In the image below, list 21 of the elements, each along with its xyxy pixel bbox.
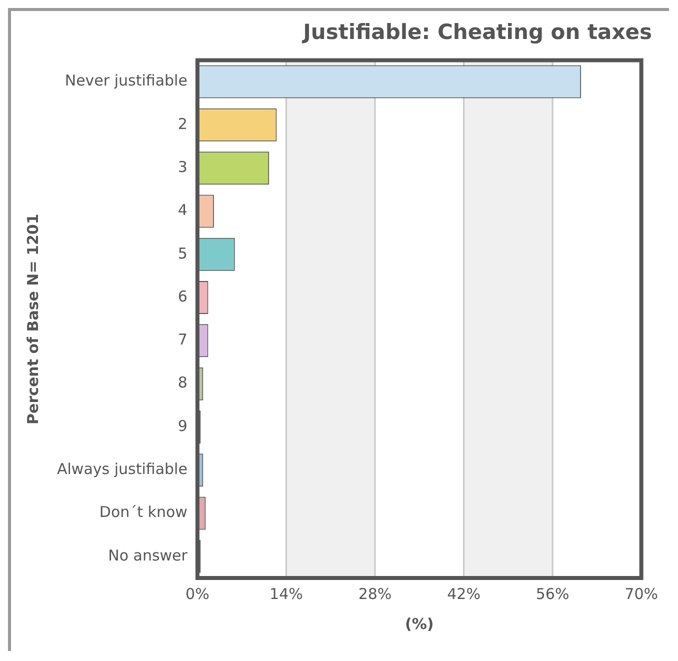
- x-tick-label: 14%: [270, 584, 303, 603]
- y-tick-label: 2: [178, 114, 188, 133]
- x-axis-title: (%): [405, 614, 434, 633]
- y-tick-label: No answer: [108, 546, 188, 564]
- y-tick-label: Don´t know: [99, 503, 188, 522]
- y-tick-label: 3: [178, 158, 188, 176]
- x-tick-label: 28%: [358, 584, 392, 603]
- y-tick-label: 7: [178, 330, 188, 349]
- y-axis-title: Percent of Base N= 1201: [24, 214, 42, 424]
- x-tick-label: 56%: [536, 584, 570, 603]
- y-tick-label: 5: [178, 244, 188, 262]
- x-tick-label: 42%: [447, 584, 480, 603]
- y-tick-label: 6: [178, 287, 188, 306]
- x-tick-label: 70%: [624, 584, 658, 603]
- y-tick-label: 9: [178, 416, 188, 435]
- y-tick-label: Never justifiable: [64, 72, 188, 90]
- x-tick-label: 0%: [186, 584, 210, 603]
- chart-title: Justifiable: Cheating on taxes: [301, 20, 652, 44]
- y-tick-label: 8: [178, 374, 188, 392]
- y-tick-label: Always justifiable: [56, 460, 188, 478]
- y-tick-label: 4: [178, 201, 188, 220]
